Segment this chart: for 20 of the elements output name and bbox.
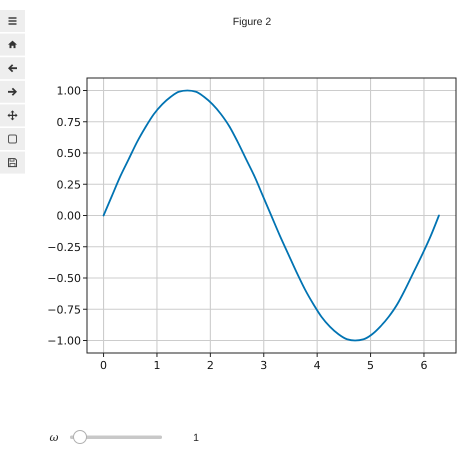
x-tick-label: 5 xyxy=(367,359,374,372)
y-tick-label: −1.00 xyxy=(47,334,81,348)
x-tick-label: 2 xyxy=(206,359,214,372)
y-tick-label: −0.25 xyxy=(47,240,81,254)
text: 1 xyxy=(193,432,200,444)
x-tick-label: 1 xyxy=(153,359,160,372)
y-tick-label: −0.50 xyxy=(47,272,81,285)
y-tick-label: 0.25 xyxy=(56,178,81,192)
y-tick-label: 1.00 xyxy=(56,84,81,98)
y-tick-label: −0.75 xyxy=(47,303,81,316)
y-tick-label: 0.50 xyxy=(56,147,81,160)
x-tick-label: 6 xyxy=(420,359,428,372)
x-tick-label: 0 xyxy=(100,359,108,372)
y-tick-label: 0.75 xyxy=(56,116,81,129)
y-tick-label: 0.00 xyxy=(56,210,81,222)
x-tick-label: 4 xyxy=(314,359,321,372)
text: ω xyxy=(50,431,59,444)
x-tick-label: 3 xyxy=(260,359,268,372)
line-series xyxy=(102,90,440,342)
chart-title: Figure 2 xyxy=(232,16,272,28)
